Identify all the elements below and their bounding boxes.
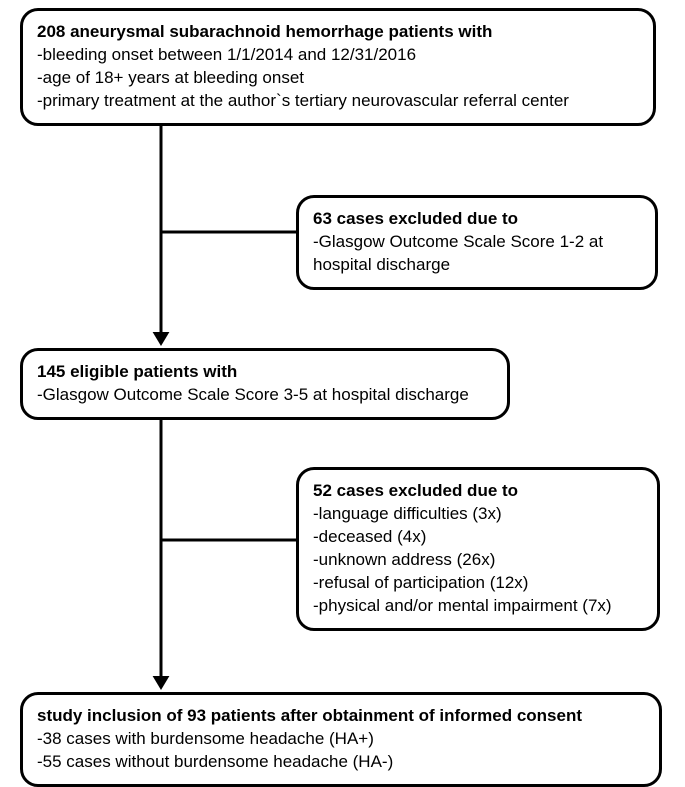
title-rest: cases excluded due to <box>332 481 518 500</box>
list-item: -Glasgow Outcome Scale Score 3-5 at hosp… <box>37 384 493 407</box>
box-items: -bleeding onset between 1/1/2014 and 12/… <box>37 44 639 113</box>
list-item: -Glasgow Outcome Scale Score 1-2 at hosp… <box>313 231 641 277</box>
flowchart-canvas: 208 aneurysmal subarachnoid hemorrhage p… <box>0 0 685 783</box>
box-study-inclusion: study inclusion of 93 patients after obt… <box>20 692 662 787</box>
box-items: -Glasgow Outcome Scale Score 3-5 at hosp… <box>37 384 493 407</box>
title-rest: aneurysmal subarachnoid hemorrhage patie… <box>65 22 492 41</box>
list-item: -refusal of participation (12x) <box>313 572 643 595</box>
title-rest: cases excluded due to <box>332 209 518 228</box>
list-item: -age of 18+ years at bleeding onset <box>37 67 639 90</box>
box-eligible-patients: 145 eligible patients with -Glasgow Outc… <box>20 348 510 420</box>
box-title: 63 cases excluded due to <box>313 208 641 231</box>
box-items: -language difficulties (3x)-deceased (4x… <box>313 503 643 618</box>
box-title: 208 aneurysmal subarachnoid hemorrhage p… <box>37 21 639 44</box>
list-item: -55 cases without burdensome headache (H… <box>37 751 645 774</box>
box-initial-cohort: 208 aneurysmal subarachnoid hemorrhage p… <box>20 8 656 126</box>
list-item: -language difficulties (3x) <box>313 503 643 526</box>
count: study inclusion of 93 patients after obt… <box>37 706 582 725</box>
count: 52 <box>313 481 332 500</box>
count: 63 <box>313 209 332 228</box>
list-item: -primary treatment at the author`s terti… <box>37 90 639 113</box>
box-items: -38 cases with burdensome headache (HA+)… <box>37 728 645 774</box>
list-item: -physical and/or mental impairment (7x) <box>313 595 643 618</box>
count: 208 <box>37 22 65 41</box>
box-items: -Glasgow Outcome Scale Score 1-2 at hosp… <box>313 231 641 277</box>
box-exclusion-1: 63 cases excluded due to -Glasgow Outcom… <box>296 195 658 290</box>
list-item: -deceased (4x) <box>313 526 643 549</box>
box-exclusion-2: 52 cases excluded due to -language diffi… <box>296 467 660 631</box>
list-item: -unknown address (26x) <box>313 549 643 572</box>
box-title: 145 eligible patients with <box>37 361 493 384</box>
box-title: study inclusion of 93 patients after obt… <box>37 705 645 728</box>
box-title: 52 cases excluded due to <box>313 480 643 503</box>
list-item: -bleeding onset between 1/1/2014 and 12/… <box>37 44 639 67</box>
list-item: -38 cases with burdensome headache (HA+) <box>37 728 645 751</box>
count: 145 eligible patients with <box>37 362 237 381</box>
